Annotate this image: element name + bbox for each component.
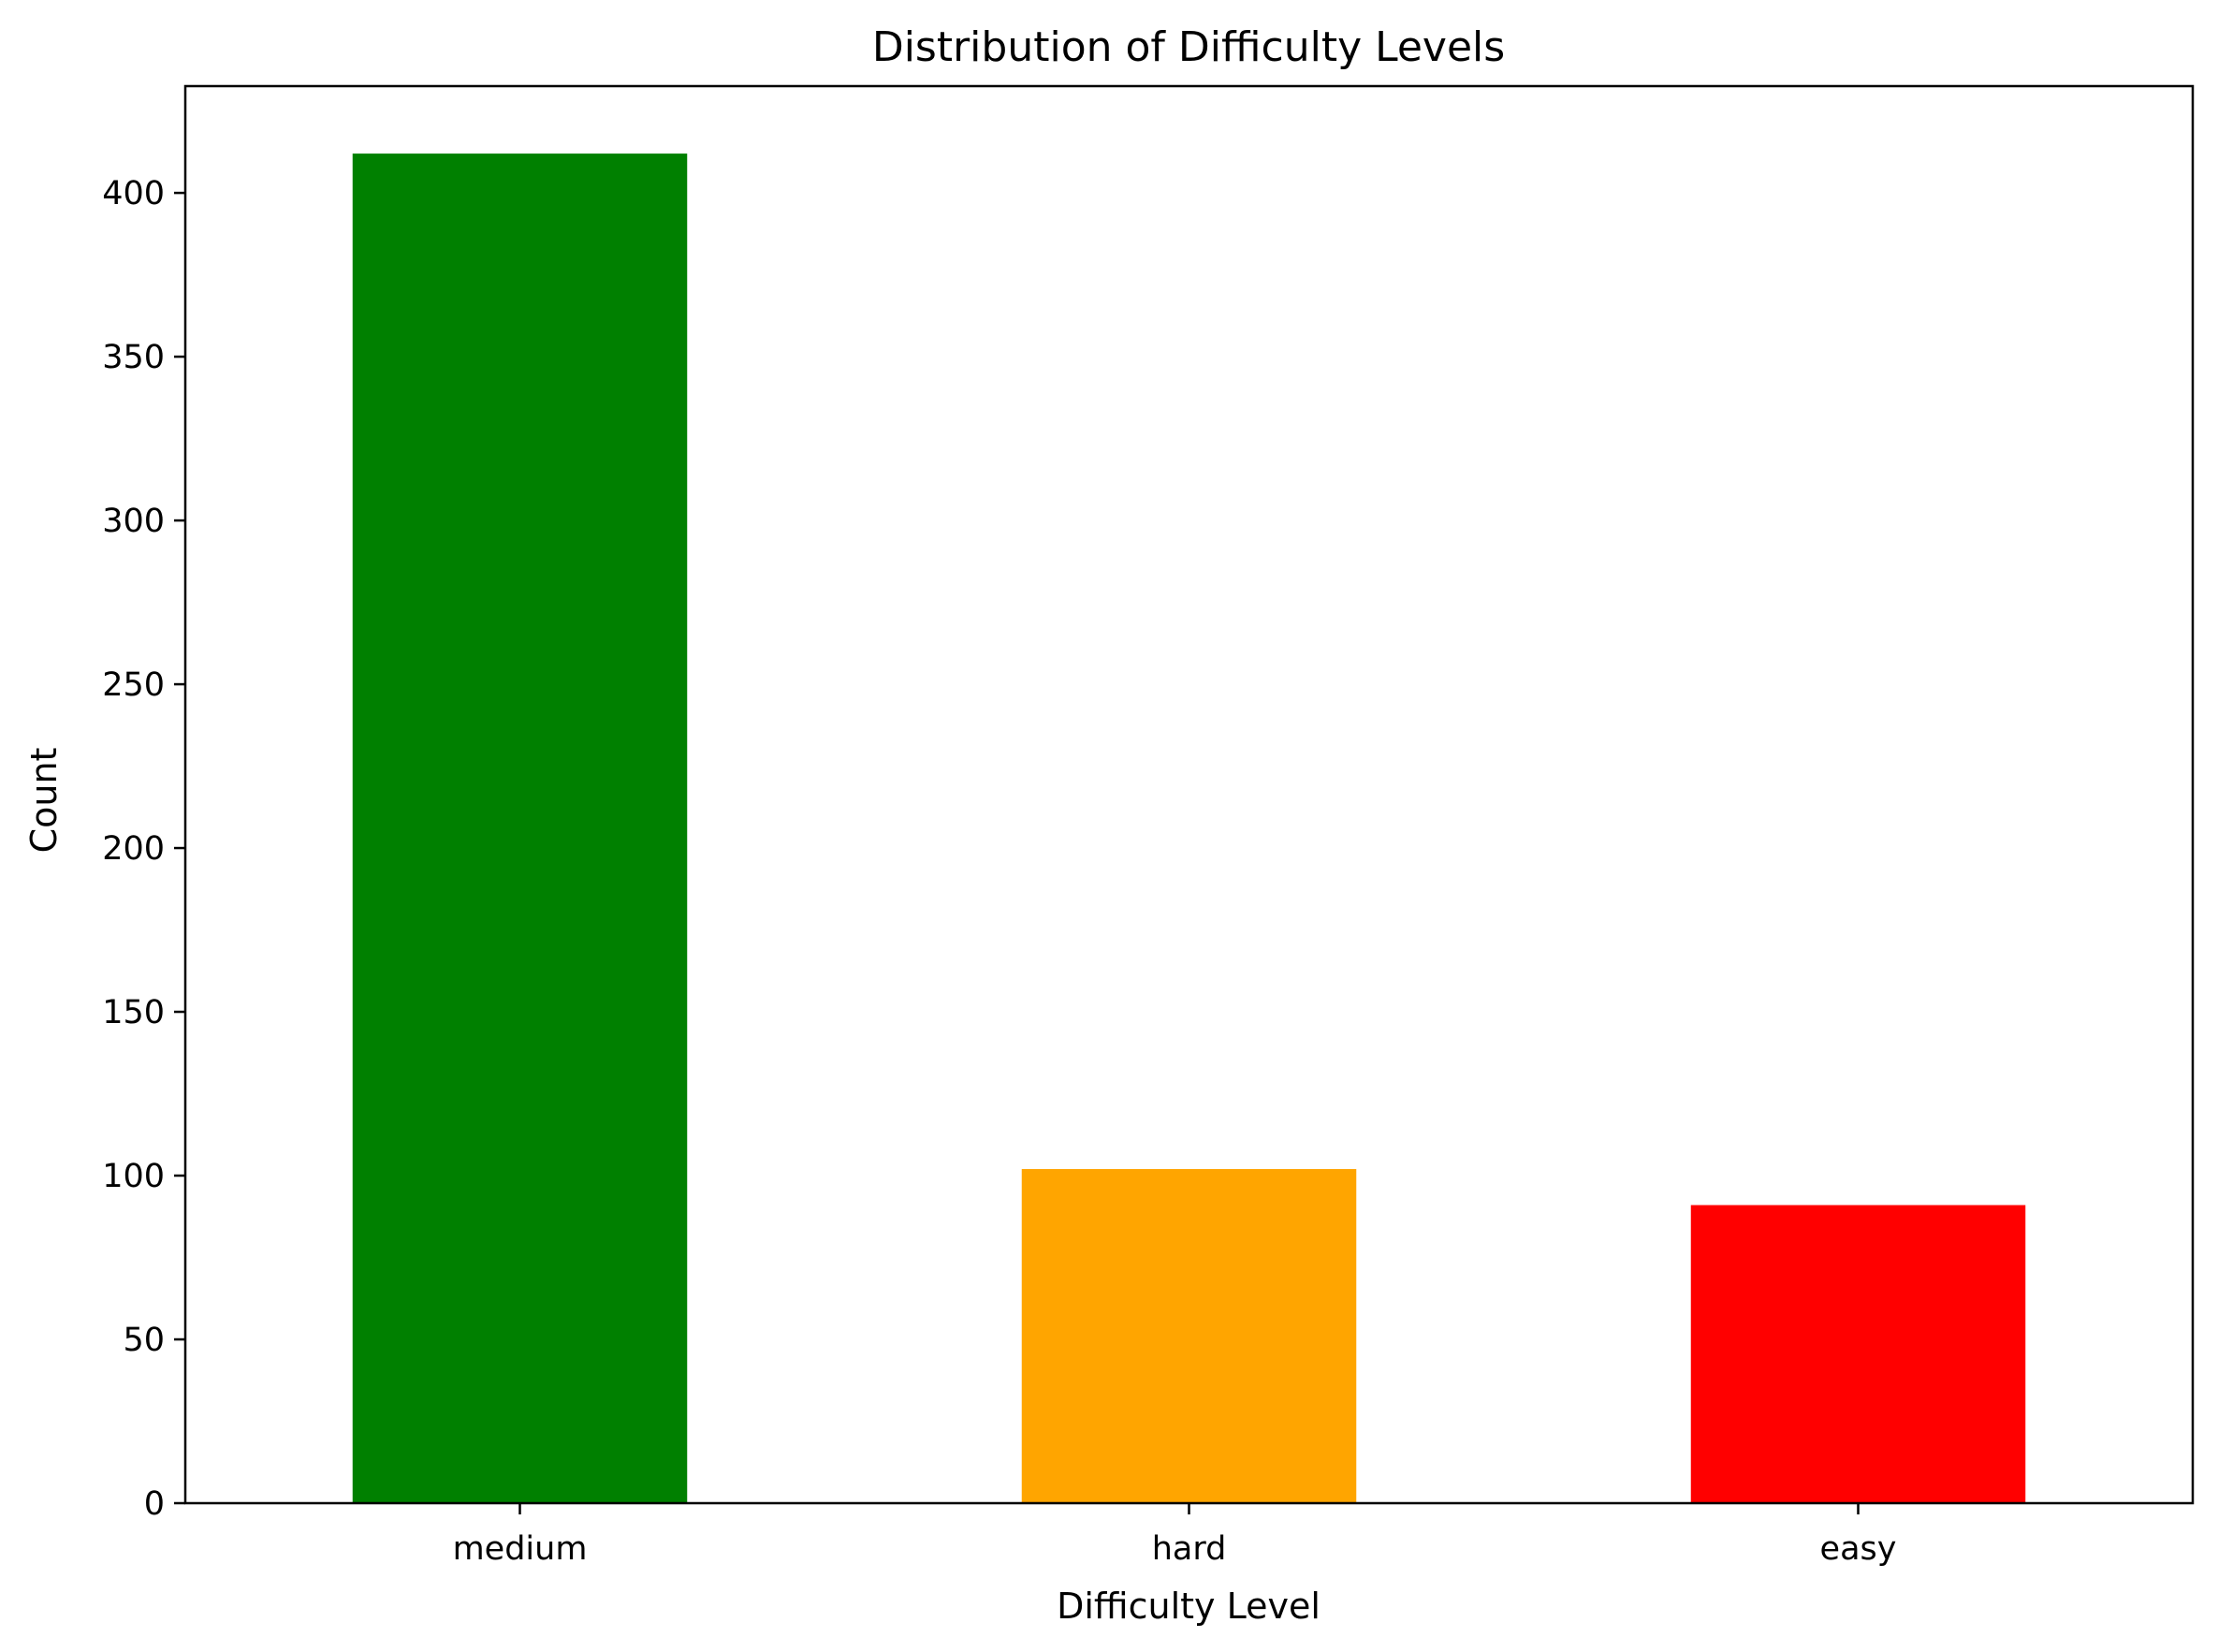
x-tick-label-medium: medium <box>453 1530 588 1568</box>
y-tick-label-400: 400 <box>102 175 165 212</box>
chart-title: Distribution of Difficulty Levels <box>872 23 1505 71</box>
y-tick-label-100: 100 <box>102 1158 165 1195</box>
x-tick-label-easy: easy <box>1820 1530 1897 1568</box>
x-tick-label-hard: hard <box>1152 1530 1227 1568</box>
y-tick-label-300: 300 <box>102 503 165 540</box>
x-axis-label: Difficulty Level <box>1057 1586 1321 1627</box>
y-tick-label-150: 150 <box>102 994 165 1031</box>
bar-easy <box>1690 1205 2026 1503</box>
bar-medium <box>352 154 688 1504</box>
y-tick-label-250: 250 <box>102 666 165 704</box>
y-tick-label-0: 0 <box>144 1485 165 1523</box>
bars-group <box>352 154 2026 1504</box>
y-axis-label: Count <box>23 748 65 854</box>
bar-hard <box>1021 1169 1357 1503</box>
y-tick-label-50: 50 <box>123 1322 165 1359</box>
plot-area-frame <box>183 84 2195 1505</box>
y-tick-label-350: 350 <box>102 339 165 376</box>
y-tick-label-200: 200 <box>102 830 165 868</box>
x-ticks-group: medium hard easy <box>453 1503 1897 1568</box>
y-ticks-group: 0 50 100 150 200 250 300 350 400 <box>102 175 185 1523</box>
